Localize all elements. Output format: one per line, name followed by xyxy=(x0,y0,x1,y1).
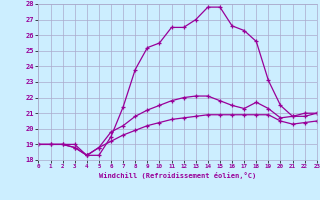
X-axis label: Windchill (Refroidissement éolien,°C): Windchill (Refroidissement éolien,°C) xyxy=(99,172,256,179)
